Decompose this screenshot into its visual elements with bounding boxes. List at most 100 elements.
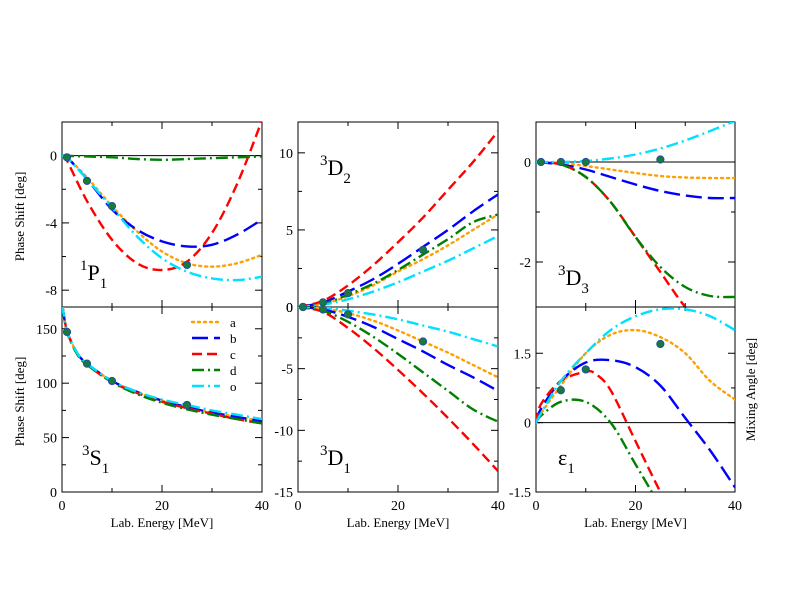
y-tick-label: -15 xyxy=(274,486,293,501)
x-tick-label: 0 xyxy=(59,499,66,514)
y-tick-label: 10 xyxy=(279,147,293,162)
series-line-d xyxy=(298,213,498,307)
y-tick-label: -8 xyxy=(45,284,57,299)
y-tick-label: -2 xyxy=(519,256,531,271)
partial-wave-label: 3D3 xyxy=(558,263,589,297)
y-axis-title: Phase Shift [deg] xyxy=(12,172,27,262)
data-point xyxy=(298,302,308,312)
y-tick-label: 0 xyxy=(50,150,57,165)
data-point xyxy=(107,376,117,386)
series-line-o xyxy=(298,235,498,307)
series-line-b xyxy=(536,358,735,489)
data-point xyxy=(656,155,665,164)
series-line-b xyxy=(536,160,735,200)
y-tick-label: 5 xyxy=(286,224,293,239)
data-point xyxy=(343,310,353,319)
x-tick-label: 40 xyxy=(728,499,742,514)
legend-label-b: b xyxy=(230,331,237,346)
y-tick-label: 0 xyxy=(524,156,531,171)
y-tick-label: 1.5 xyxy=(514,347,532,362)
data-point xyxy=(182,400,192,410)
partial-wave-label: 1P1 xyxy=(80,258,107,292)
series-group xyxy=(536,307,735,492)
series-line-a xyxy=(536,328,735,424)
data-point xyxy=(318,298,328,307)
legend-label-d: d xyxy=(230,363,237,378)
series-line-d xyxy=(298,307,498,423)
x-axis-title: Lab. Energy [MeV] xyxy=(111,515,214,530)
x-tick-label: 40 xyxy=(255,499,269,514)
data-point xyxy=(418,245,428,255)
data-point xyxy=(581,365,590,374)
data-point xyxy=(656,339,665,349)
series-line-d xyxy=(62,154,262,162)
series-line-a xyxy=(536,160,735,180)
data-point xyxy=(536,157,546,167)
x-tick-label: 0 xyxy=(295,499,302,514)
series-group xyxy=(298,307,498,472)
panel-3d2: 0 5 10 3D2 xyxy=(279,121,499,316)
series-line-a xyxy=(298,307,498,379)
series-line-c xyxy=(62,122,262,272)
x-axis-title: Lab. Energy [MeV] xyxy=(584,515,687,530)
data-point xyxy=(82,359,92,368)
x-tick-label: 0 xyxy=(533,499,540,514)
x-axis-title: Lab. Energy [MeV] xyxy=(347,515,450,530)
data-point xyxy=(343,289,353,298)
partial-wave-label: ε1 xyxy=(558,445,575,477)
series-line-b xyxy=(62,153,262,248)
y-tick-label: 150 xyxy=(36,323,57,338)
series-group xyxy=(536,122,735,307)
data-point xyxy=(182,260,192,270)
series-line-b xyxy=(298,193,498,307)
series-line-c xyxy=(298,130,498,307)
series-line-o xyxy=(536,122,735,164)
series-group xyxy=(62,122,262,282)
legend-label-a: a xyxy=(230,315,236,330)
x-tick-label: 20 xyxy=(391,499,405,514)
panel-3d3: 0 -2 3D3 xyxy=(519,121,736,308)
x-tick-label: 40 xyxy=(491,499,505,514)
partial-wave-label: 3D1 xyxy=(320,443,351,477)
y-tick-label: 0 xyxy=(524,417,531,432)
data-point xyxy=(62,153,72,162)
series-group xyxy=(62,307,262,425)
y-tick-label: 0 xyxy=(286,301,293,316)
y-tick-label: 100 xyxy=(36,377,57,392)
data-point xyxy=(581,157,590,167)
series-group xyxy=(298,130,498,307)
x-tick-label: 20 xyxy=(629,499,643,514)
x-tick-label: 20 xyxy=(155,499,169,514)
partial-wave-label: 3S1 xyxy=(82,443,109,477)
data-point xyxy=(107,201,117,211)
series-line-b xyxy=(298,307,498,392)
data-point xyxy=(62,327,72,337)
data-point xyxy=(318,305,328,314)
y-tick-label: 50 xyxy=(43,432,57,447)
series-line-a xyxy=(298,213,498,307)
data-point xyxy=(418,337,428,346)
legend-label-o: o xyxy=(230,379,237,394)
y-axis-title: Mixing Angle [deg] xyxy=(743,338,758,441)
y-tick-label: 0 xyxy=(50,486,57,501)
y-axis-title: Phase Shift [deg] xyxy=(12,357,27,447)
data-point xyxy=(82,176,92,185)
series-line-o xyxy=(536,307,735,424)
data-point xyxy=(556,157,565,167)
partial-wave-label: 3D2 xyxy=(320,153,351,187)
panel-3s1: 0 50 100 150 0 20 40 3S1 Phase Shift [deg] Lab. E… xyxy=(12,306,269,530)
panel-frame xyxy=(297,121,499,308)
data-point xyxy=(556,386,565,395)
series-line-o xyxy=(298,307,498,348)
panel-p1: 0 -4 -8 1P1 Phase Shift [deg] xyxy=(12,121,263,308)
legend-label-c: c xyxy=(230,347,236,362)
series-line-o xyxy=(62,307,262,421)
y-tick-label: -1.5 xyxy=(509,486,531,501)
series-line-c xyxy=(536,160,687,307)
series-line-c xyxy=(298,307,498,472)
series-line-d xyxy=(536,160,735,299)
